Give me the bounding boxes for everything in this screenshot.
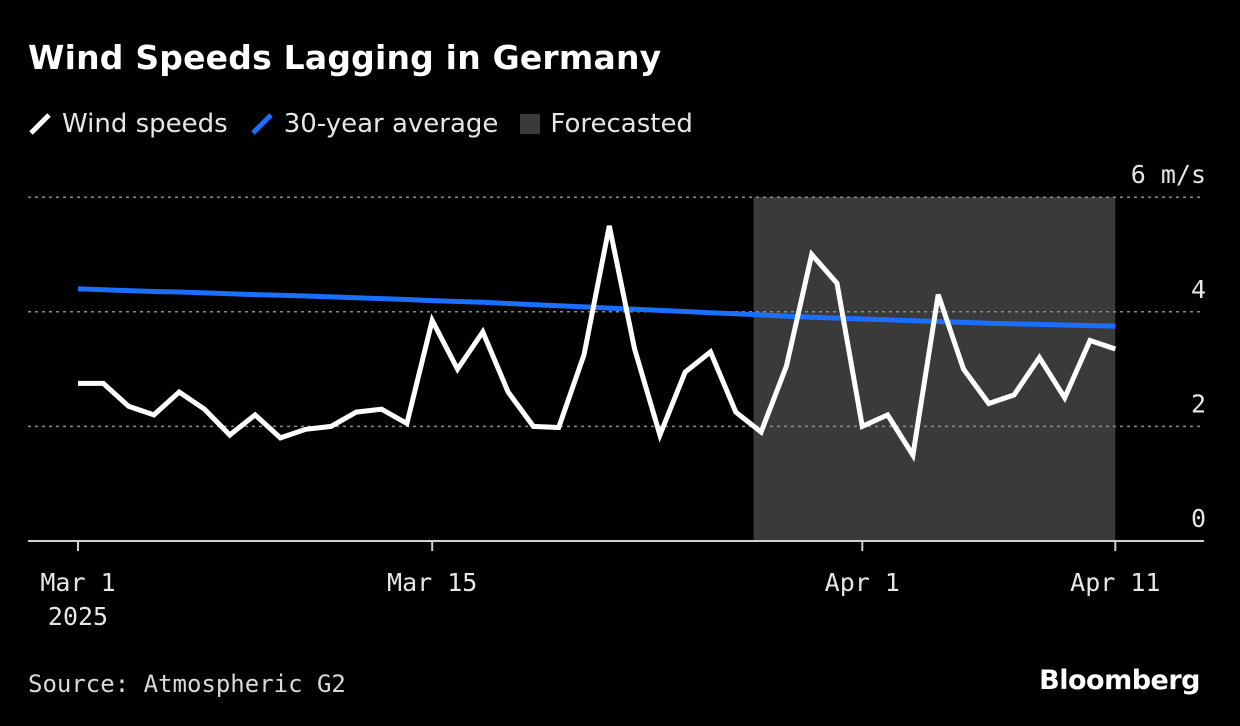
y-tick-label-4: 4	[1191, 275, 1206, 304]
legend-label-wind-speeds: Wind speeds	[62, 109, 228, 139]
bloomberg-logo: Bloomberg	[1039, 665, 1200, 696]
series-line-30-year-average	[77, 286, 1116, 329]
y-tick-label-0: 0	[1191, 504, 1206, 533]
x-tick-label-3: Apr 11	[1070, 568, 1160, 597]
y-tick-label-6: 6 m/s	[1131, 160, 1206, 189]
x-tick-label-1: Mar 15	[387, 568, 477, 597]
x-tick-label-0: Mar 1	[40, 568, 115, 597]
legend-item-30-year-average: 30-year average	[250, 109, 499, 139]
source-note: Source: Atmospheric G2	[28, 670, 346, 698]
legend: Wind speeds 30-year average Forecasted	[28, 106, 715, 142]
legend-label-30-year-average: 30-year average	[283, 109, 499, 139]
white-slash-icon	[29, 113, 51, 135]
blue-slash-icon	[250, 113, 273, 135]
series-line-wind-speeds	[78, 225, 1117, 463]
forecast-region	[753, 197, 1116, 541]
y-tick-label-2: 2	[1191, 389, 1206, 418]
legend-item-wind-speeds: Wind speeds	[28, 109, 228, 139]
gray-box-icon	[520, 114, 541, 134]
chart-title: Wind Speeds Lagging in Germany	[28, 38, 662, 77]
legend-item-forecasted: Forecasted	[520, 109, 693, 139]
legend-label-forecasted: Forecasted	[550, 109, 693, 139]
x-tick-sublabel-0: 2025	[48, 602, 108, 631]
x-tick-label-2: Apr 1	[825, 568, 900, 597]
